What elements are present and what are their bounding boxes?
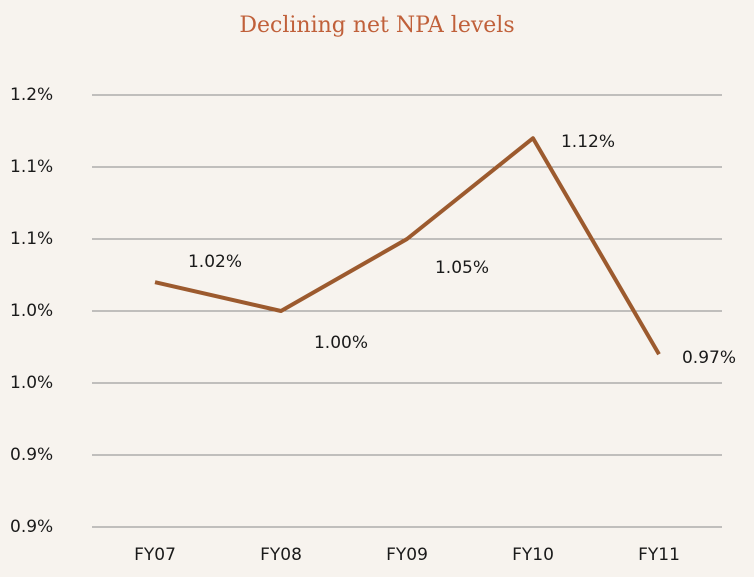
data-label: 1.12%: [561, 132, 615, 152]
line: [154, 136, 661, 356]
y-tick-label: 1.1%: [10, 229, 53, 249]
y-tick-label: 0.9%: [10, 445, 53, 465]
y-tick-label: 1.1%: [10, 157, 53, 177]
data-label: 1.02%: [188, 252, 242, 272]
x-tick-label: FY08: [260, 545, 302, 565]
chart-title: Declining net NPA levels: [239, 13, 514, 38]
data-label: 1.00%: [314, 333, 368, 353]
data-label: 0.97%: [682, 348, 736, 368]
y-tick-label: 1.0%: [10, 373, 53, 393]
y-tick-label: 1.0%: [10, 301, 53, 321]
x-tick-label: FY09: [386, 545, 428, 565]
y-tick-label: 1.2%: [10, 85, 53, 105]
x-tick-label: FY07: [134, 545, 176, 565]
x-tick-label: FY11: [638, 545, 680, 565]
x-tick-label: FY10: [512, 545, 554, 565]
data-label: 1.05%: [435, 258, 489, 278]
y-tick-label: 0.9%: [10, 517, 53, 537]
